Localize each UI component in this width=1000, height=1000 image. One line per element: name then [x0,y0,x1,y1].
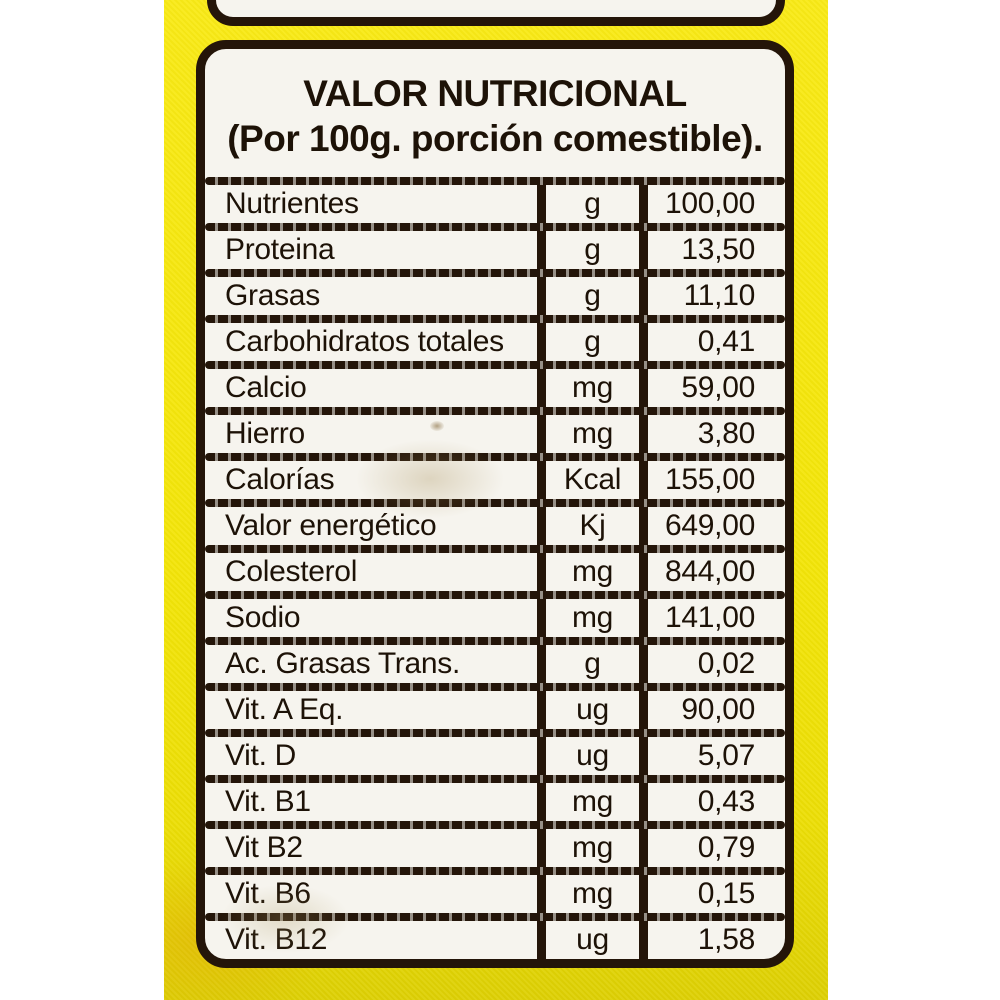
row-divider [205,591,785,599]
table-row: Vit B2 mg 0,79 [205,829,785,867]
row-divider [205,269,785,277]
row-divider [205,453,785,461]
row-divider [205,223,785,231]
nutrient-name: Sodio [225,601,301,634]
nutrient-name: Vit. B6 [225,877,311,910]
table-row: Vit. A Eq. ug 90,00 [205,691,785,729]
nutrient-unit: Kcal [537,461,648,499]
table-row: Grasas g 11,10 [205,277,785,315]
table-row: Vit. B6 mg 0,15 [205,875,785,913]
nutrient-value: 0,15 [697,877,756,910]
table-row: Calorías Kcal 155,00 [205,461,785,499]
nutrient-value: 90,00 [681,693,755,726]
nutrient-unit: g [537,323,648,361]
nutrient-value: 1,58 [697,923,756,956]
nutrient-value: 141,00 [665,601,755,634]
nutrition-table: Nutrientes g 100,00 Proteina g 13,50 Gra… [205,177,785,959]
nutrient-name: Vit B2 [225,831,303,864]
nutrient-name: Calcio [225,371,307,404]
nutrient-unit: g [537,231,648,269]
nutrient-name: Vit. B1 [225,785,311,818]
nutrient-unit: ug [537,737,648,775]
table-row: Sodio mg 141,00 [205,599,785,637]
nutrient-value: 100,00 [665,187,755,220]
nutrient-name: Hierro [225,417,305,450]
row-divider [205,315,785,323]
table-row: Hierro mg 3,80 [205,415,785,453]
nutrient-unit: mg [537,875,648,913]
nutrient-value: 59,00 [681,371,755,404]
nutrient-name: Carbohidratos totales [225,325,504,358]
row-divider [205,407,785,415]
table-row: Vit. D ug 5,07 [205,737,785,775]
nutrient-name: Valor energético [225,509,437,542]
nutrient-unit: mg [537,369,648,407]
nutrient-value: 3,80 [697,417,756,450]
nutrient-value: 649,00 [665,509,755,542]
panel-header: VALOR NUTRICIONAL (Por 100g. porción com… [205,49,785,177]
table-row: Proteina g 13,50 [205,231,785,269]
nutrient-value: 0,02 [697,647,756,680]
nutrient-name: Vit. A Eq. [225,693,344,726]
nutrient-unit: Kj [537,507,648,545]
row-divider [205,775,785,783]
nutrient-value: 13,50 [681,233,755,266]
table-row: Calcio mg 59,00 [205,369,785,407]
nutrient-unit: g [537,185,648,223]
adjacent-panel-edge [207,0,785,26]
nutrient-value: 0,79 [697,831,756,864]
table-row: Vit. B1 mg 0,43 [205,783,785,821]
row-divider [205,913,785,921]
nutrient-value: 5,07 [697,739,756,772]
nutrient-name: Vit. B12 [225,923,328,956]
nutrient-name: Calorías [225,463,335,496]
nutrient-name: Grasas [225,279,320,312]
nutrient-unit: ug [537,921,648,959]
row-divider [205,683,785,691]
row-divider [205,545,785,553]
nutrient-value: 11,10 [683,279,756,312]
nutrient-unit: mg [537,415,648,453]
nutrient-unit: g [537,645,648,683]
row-divider [205,499,785,507]
table-row: Vit. B12 ug 1,58 [205,921,785,959]
row-divider [205,821,785,829]
nutrient-unit: mg [537,829,648,867]
nutrient-unit: mg [537,599,648,637]
nutrient-unit: g [537,277,648,315]
table-row: Valor energético Kj 649,00 [205,507,785,545]
table-row: Nutrientes g 100,00 [205,185,785,223]
row-divider [205,177,785,185]
nutrient-name: Colesterol [225,555,358,588]
row-divider [205,361,785,369]
row-divider [205,637,785,645]
nutrient-value: 0,43 [697,785,756,818]
table-row: Colesterol mg 844,00 [205,553,785,591]
nutrient-unit: mg [537,553,648,591]
nutrient-unit: mg [537,783,648,821]
nutrient-name: Ac. Grasas Trans. [225,647,460,680]
nutrient-name: Proteina [225,233,335,266]
nutrient-name: Nutrientes [225,187,359,220]
nutrient-value: 0,41 [697,325,756,358]
nutrient-value: 155,00 [665,463,755,496]
row-divider [205,867,785,875]
row-divider [205,729,785,737]
nutrient-value: 844,00 [665,555,755,588]
panel-subtitle: (Por 100g. porción comestible). [227,117,763,159]
nutrient-unit: ug [537,691,648,729]
nutrition-panel: VALOR NUTRICIONAL (Por 100g. porción com… [196,40,794,968]
panel-title: VALOR NUTRICIONAL [303,73,687,115]
nutrient-name: Vit. D [225,739,297,772]
table-row: Carbohidratos totales g 0,41 [205,323,785,361]
table-row: Ac. Grasas Trans. g 0,02 [205,645,785,683]
